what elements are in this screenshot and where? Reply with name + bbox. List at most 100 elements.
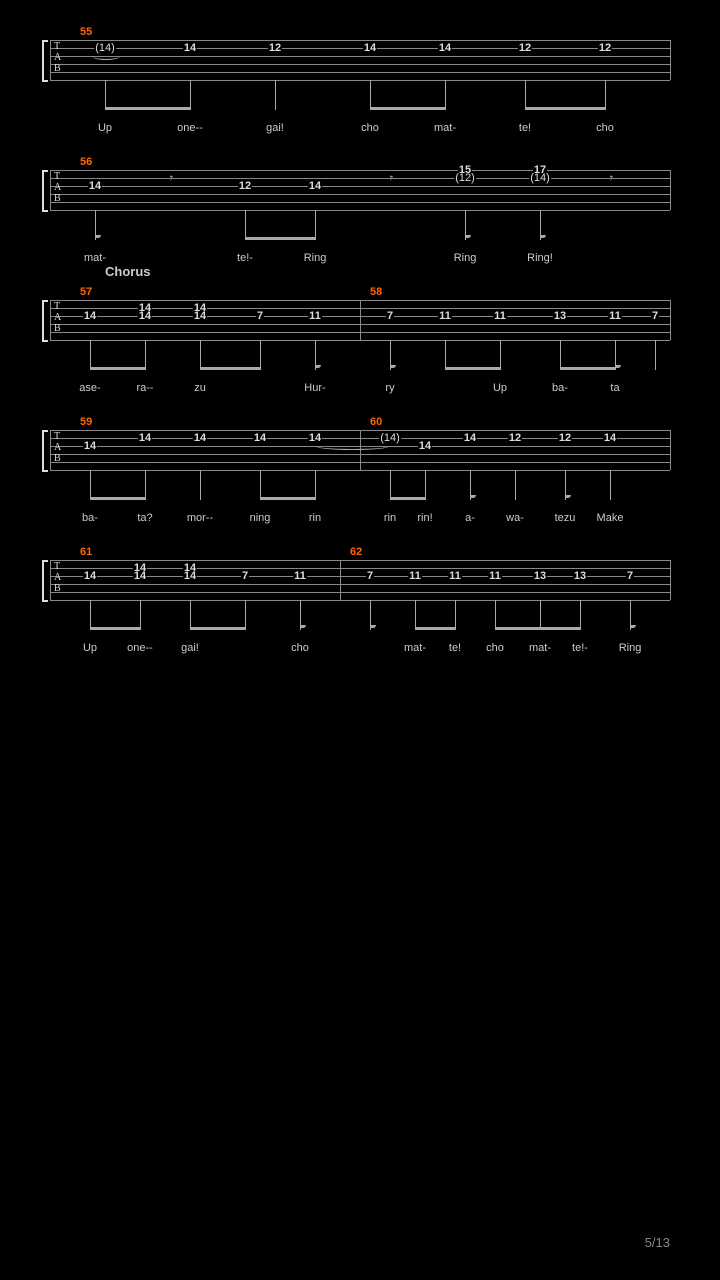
- note-stem: [245, 210, 246, 240]
- lyric: one--: [177, 122, 203, 134]
- fret-number: 13: [533, 571, 547, 582]
- barline: [360, 300, 361, 340]
- fret-number: 11: [488, 571, 502, 582]
- page-number: 5/13: [645, 1235, 670, 1250]
- staff-line: [50, 560, 670, 561]
- beam: [525, 107, 606, 110]
- staff-line: [50, 592, 670, 593]
- lyric: cho: [486, 642, 504, 654]
- measure-number: 60: [370, 416, 382, 428]
- system-bracket: [42, 170, 48, 212]
- fret-number: (12): [454, 173, 476, 184]
- note-stem: [200, 340, 201, 370]
- lyric: mor--: [187, 512, 213, 524]
- barline: [670, 170, 671, 210]
- tab-clef: TAB: [54, 42, 61, 75]
- measure-number: 59: [80, 416, 92, 428]
- staff-line: [50, 72, 670, 73]
- note-flag: [315, 365, 321, 368]
- beam: [370, 107, 446, 110]
- staff-line: [50, 170, 670, 171]
- system-bracket: [42, 430, 48, 472]
- note-stem: [260, 470, 261, 500]
- staff-line: [50, 470, 670, 471]
- fret-number: 14: [83, 441, 97, 452]
- staff-line: [50, 584, 670, 585]
- tab-system: 56TAB14121415(12)17(14)𝄾𝄾𝄾mat-te!-RingRi…: [50, 170, 670, 210]
- note-stem: [190, 80, 191, 110]
- fret-number: 12: [598, 43, 612, 54]
- barline: [670, 560, 671, 600]
- tab-clef: TAB: [54, 432, 61, 465]
- fret-number: 7: [366, 571, 374, 582]
- lyric: zu: [194, 382, 206, 394]
- lyric: Ring: [619, 642, 642, 654]
- note-stem: [415, 600, 416, 630]
- note-stem: [190, 600, 191, 630]
- note-stem: [370, 80, 371, 110]
- note-stem: [605, 80, 606, 110]
- fret-number: 14: [438, 43, 452, 54]
- rest: 𝄾: [388, 170, 392, 187]
- fret-number: 11: [608, 311, 622, 322]
- fret-number: 14: [418, 441, 432, 452]
- lyric: one--: [127, 642, 153, 654]
- note-flag: [370, 625, 376, 628]
- fret-number: 13: [573, 571, 587, 582]
- note-stem: [445, 80, 446, 110]
- barline: [670, 300, 671, 340]
- beam: [560, 367, 616, 370]
- beam: [200, 367, 261, 370]
- fret-number: 11: [308, 311, 322, 322]
- lyric: rin: [309, 512, 321, 524]
- lyric: mat-: [404, 642, 426, 654]
- note-stem: [445, 340, 446, 370]
- fret-number: 14: [138, 433, 152, 444]
- fret-number: 14: [138, 311, 152, 322]
- lyric: te!: [519, 122, 531, 134]
- lyric: Ring: [304, 252, 327, 264]
- staff-line: [50, 186, 670, 187]
- note-stem: [145, 340, 146, 370]
- lyric: ra--: [136, 382, 153, 394]
- note-flag: [95, 235, 101, 238]
- staff-line: [50, 210, 670, 211]
- fret-number: 7: [386, 311, 394, 322]
- beam: [190, 627, 246, 630]
- fret-number: 11: [293, 571, 307, 582]
- measure-number: 58: [370, 286, 382, 298]
- fret-number: (14): [379, 433, 401, 444]
- lyric: mat-: [434, 122, 456, 134]
- fret-number: 14: [363, 43, 377, 54]
- fret-number: 11: [448, 571, 462, 582]
- tab-clef: TAB: [54, 562, 61, 595]
- lyric: tezu: [555, 512, 576, 524]
- lyric: mat-: [84, 252, 106, 264]
- section-label: Chorus: [105, 264, 151, 279]
- barline: [50, 430, 51, 470]
- tab-staff: TAB(14)141214141212Upone--gai!chomat-te!…: [50, 40, 670, 80]
- note-stem: [540, 600, 541, 630]
- note-stem: [260, 340, 261, 370]
- staff-line: [50, 194, 670, 195]
- lyric: cho: [361, 122, 379, 134]
- beam: [540, 627, 581, 630]
- system-bracket: [42, 300, 48, 342]
- tab-clef: TAB: [54, 302, 61, 335]
- measure-number: 61: [80, 546, 92, 558]
- note-flag: [390, 365, 396, 368]
- note-stem: [655, 340, 656, 370]
- note-stem: [145, 470, 146, 500]
- note-stem: [200, 470, 201, 500]
- tab-staff: TAB14141414147117111113117ase-ra--zuHur-…: [50, 300, 670, 340]
- lyric: te!-: [237, 252, 253, 264]
- note-flag: [630, 625, 636, 628]
- fret-number: 14: [193, 433, 207, 444]
- staff-line: [50, 340, 670, 341]
- lyric: rin: [384, 512, 396, 524]
- lyric: ba-: [82, 512, 98, 524]
- note-flag: [470, 495, 476, 498]
- beam: [90, 367, 146, 370]
- lyric: Up: [98, 122, 112, 134]
- lyric: Hur-: [304, 382, 325, 394]
